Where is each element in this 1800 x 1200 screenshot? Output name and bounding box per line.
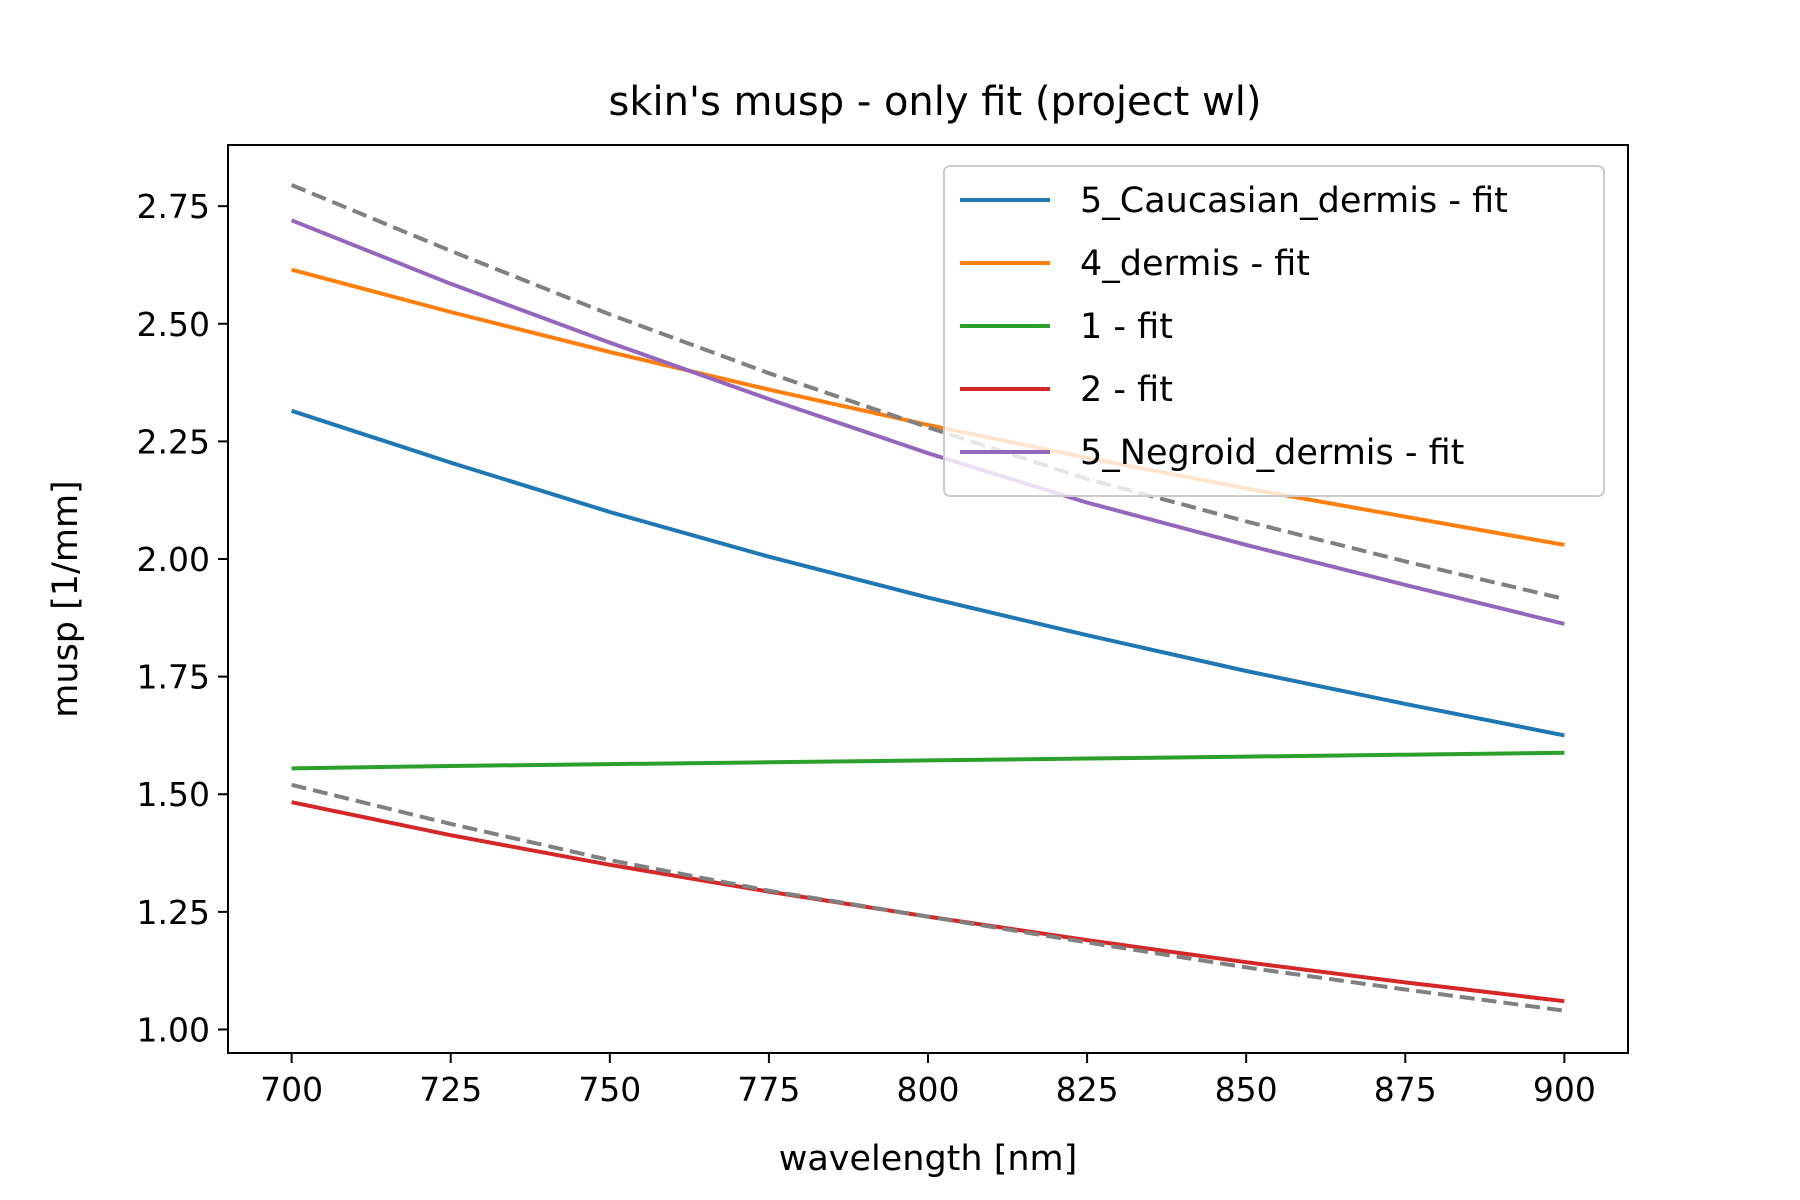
x-axis: 700 725 750 775 800 825 850 875 900 [260,1053,1596,1109]
y-tick-label: 1.25 [137,893,210,932]
y-tick-label: 1.00 [137,1010,210,1049]
legend-box [943,165,1605,497]
y-tick-label: 1.75 [137,658,210,697]
legend: 5_Caucasian_dermis - fit 4_dermis - fit 1 … [943,165,1605,497]
x-tick-label: 800 [897,1070,960,1109]
chart-title: skin's musp - only fit (project wl) [609,79,1262,125]
legend-label: 1 - fit [1080,307,1173,347]
series-line-3 [291,800,1565,1004]
x-tick-label: 725 [419,1070,482,1109]
legend-label: 2 - fit [1080,370,1173,410]
x-tick-label: 750 [578,1070,641,1109]
y-tick-label: 2.00 [137,540,210,579]
series-line-2 [291,750,1565,771]
legend-label: 5_Caucasian_dermis - fit [1080,181,1508,221]
x-tick-label: 900 [1533,1070,1596,1109]
x-tick-label: 775 [737,1070,800,1109]
series-line-4 [290,218,1565,626]
y-axis-label: musp [1/mm] [46,480,86,717]
legend-label: 5_Negroid_dermis - fit [1080,433,1464,473]
y-tick-label: 2.50 [137,305,210,344]
y-tick-label: 2.25 [137,422,210,461]
y-tick-label: 2.75 [137,187,210,226]
series-line-1 [291,267,1565,547]
x-tick-label: 825 [1056,1070,1119,1109]
y-tick-label: 1.50 [137,775,210,814]
x-tick-label: 850 [1215,1070,1278,1109]
x-tick-label: 875 [1374,1070,1437,1109]
x-axis-label: wavelength [nm] [779,1139,1078,1179]
dashed-reference-line-5 [290,183,1565,601]
legend-label: 4_dermis - fit [1080,244,1310,284]
dashed-reference-line-6 [291,782,1565,1013]
y-axis: 1.00 1.25 1.50 1.75 2.00 2.25 2.50 2.75 [137,187,228,1049]
plot-series-group [290,183,1565,1013]
series-line-0 [290,408,1565,738]
x-tick-label: 700 [260,1070,323,1109]
